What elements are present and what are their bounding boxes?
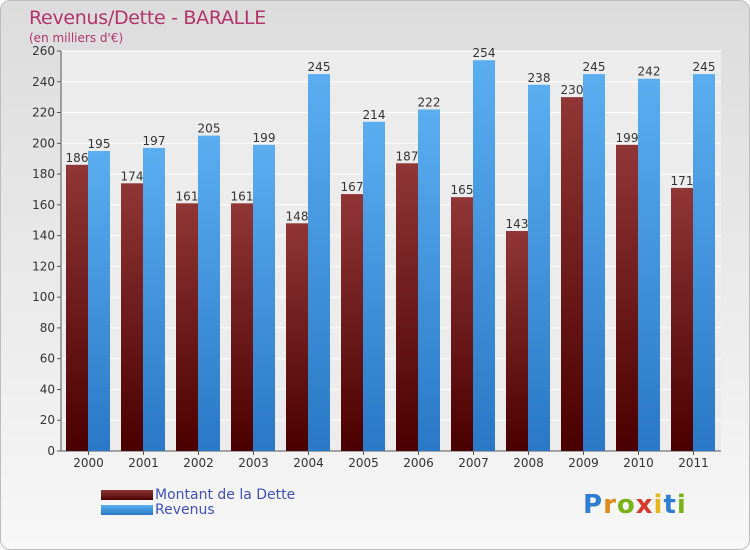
y-tick-label: 60 — [40, 352, 55, 366]
data-label-dette: 161 — [176, 189, 199, 203]
x-tick-label: 2002 — [183, 456, 214, 470]
y-tick-label: 220 — [32, 106, 55, 120]
x-tick-label: 2008 — [513, 456, 544, 470]
data-label-dette: 148 — [286, 209, 309, 223]
y-tick-label: 40 — [40, 382, 55, 396]
bar-revenus — [693, 74, 715, 452]
x-tick-label: 2009 — [568, 456, 599, 470]
data-label-dette: 186 — [66, 151, 89, 165]
bar-dette — [231, 203, 253, 451]
data-label-dette: 174 — [121, 169, 144, 183]
bar-revenus — [363, 121, 385, 452]
chart-title: Revenus/Dette - BARALLE — [29, 7, 266, 29]
x-tick-label: 2001 — [128, 456, 159, 470]
bar-dette — [616, 144, 638, 451]
legend-item-dette: Montant de la Dette — [101, 486, 296, 503]
data-label-revenus: 238 — [528, 71, 551, 85]
y-tick-label: 160 — [32, 198, 55, 212]
y-tick-label: 260 — [32, 44, 55, 58]
data-label-dette: 161 — [231, 189, 254, 203]
y-tick-label: 20 — [40, 413, 55, 427]
x-tick-label: 2010 — [623, 456, 654, 470]
data-label-revenus: 245 — [583, 60, 606, 74]
bar-revenus — [143, 147, 165, 451]
bar-dette — [561, 97, 583, 452]
legend-item-revenus: Revenus — [101, 501, 295, 518]
x-tick-label: 2000 — [73, 456, 104, 470]
x-tick-label: 2005 — [348, 456, 379, 470]
data-label-revenus: 245 — [308, 60, 331, 74]
legend-swatch-dette — [101, 489, 153, 500]
bar-revenus — [583, 74, 605, 452]
data-label-dette: 187 — [396, 149, 419, 163]
bar-revenus — [473, 60, 495, 451]
data-label-dette: 167 — [341, 180, 364, 194]
data-label-revenus: 222 — [418, 95, 441, 109]
bar-revenus — [528, 84, 550, 451]
data-label-revenus: 242 — [638, 65, 661, 79]
y-tick-label: 120 — [32, 259, 55, 273]
data-label-dette: 165 — [451, 183, 474, 197]
data-label-dette: 230 — [561, 83, 584, 97]
data-label-revenus: 245 — [693, 60, 716, 74]
y-tick-label: 0 — [47, 444, 55, 458]
data-label-dette: 143 — [506, 217, 529, 231]
bar-dette — [671, 187, 693, 451]
x-tick-label: 2003 — [238, 456, 269, 470]
chart-subtitle: (en milliers d'€) — [29, 31, 124, 45]
plot-area — [61, 51, 721, 451]
x-tick-label: 2006 — [403, 456, 434, 470]
bar-dette — [286, 223, 308, 451]
bar-dette — [506, 231, 528, 451]
x-tick-label: 2007 — [458, 456, 489, 470]
data-label-revenus: 205 — [198, 122, 221, 136]
proxiti-logo: Proxiti — [583, 490, 687, 520]
bar-revenus — [638, 78, 660, 451]
data-label-revenus: 254 — [473, 46, 496, 60]
y-tick-label: 240 — [32, 75, 55, 89]
data-label-dette: 199 — [616, 131, 639, 145]
bar-dette — [176, 203, 198, 451]
y-tick-label: 80 — [40, 321, 55, 335]
legend-label-revenus: Revenus — [155, 501, 215, 518]
y-tick-label: 200 — [32, 136, 55, 150]
bar-revenus — [198, 135, 220, 451]
bar-revenus — [253, 144, 275, 451]
legend-label-dette: Montant de la Dette — [155, 486, 296, 503]
x-tick-label: 2011 — [678, 456, 709, 470]
bar-revenus — [88, 151, 110, 451]
legend-swatch-revenus — [101, 504, 153, 515]
y-tick-label: 180 — [32, 167, 55, 181]
data-label-revenus: 214 — [363, 108, 386, 122]
y-tick-label: 140 — [32, 229, 55, 243]
data-label-revenus: 197 — [143, 134, 166, 148]
y-tick-label: 100 — [32, 290, 55, 304]
bar-revenus — [308, 74, 330, 452]
bar-dette — [121, 183, 143, 452]
bar-dette — [396, 163, 418, 452]
data-label-dette: 171 — [671, 174, 694, 188]
bar-revenus — [418, 109, 440, 451]
bar-dette — [66, 164, 88, 451]
bar-dette — [341, 194, 363, 452]
x-tick-label: 2004 — [293, 456, 324, 470]
data-label-revenus: 195 — [88, 137, 111, 151]
data-label-revenus: 199 — [253, 131, 276, 145]
bar-dette — [451, 197, 473, 451]
legend: Montant de la Dette Revenus — [101, 486, 296, 518]
